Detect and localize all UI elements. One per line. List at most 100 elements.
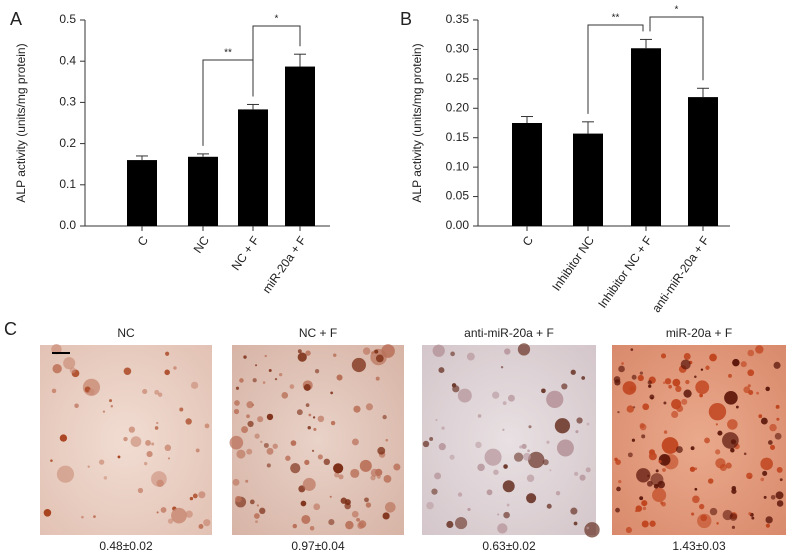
cell (765, 386, 770, 392)
cell (664, 378, 672, 385)
cell (266, 447, 274, 455)
cell (694, 487, 698, 491)
cell (245, 479, 249, 483)
cell (497, 523, 508, 534)
significance-label: ** (224, 48, 232, 59)
cell (685, 379, 690, 385)
cell (626, 405, 634, 413)
cell (731, 485, 737, 491)
cell (743, 452, 747, 456)
cell (145, 440, 151, 446)
cell (257, 416, 264, 423)
cell (662, 468, 666, 472)
cell (344, 502, 351, 510)
cell (446, 520, 454, 528)
cell (165, 351, 170, 356)
cell (264, 354, 267, 358)
cell (648, 384, 652, 388)
cell (87, 465, 90, 468)
cell (246, 401, 254, 409)
cell (253, 513, 260, 519)
cell (259, 507, 266, 515)
bar (573, 133, 603, 226)
cell (110, 405, 114, 408)
x-tick-label: C (135, 233, 152, 248)
cell (301, 514, 311, 524)
cell (123, 436, 128, 442)
significance-bracket (587, 24, 644, 114)
cell (653, 483, 659, 489)
image-title: NC (117, 326, 135, 340)
y-tick-label: 0.2 (59, 136, 76, 150)
cell (513, 452, 524, 462)
cell (747, 384, 751, 388)
y-tick-label: 0.20 (446, 100, 470, 114)
cell (235, 386, 240, 390)
cell (52, 364, 62, 374)
cell (731, 525, 736, 529)
cell (130, 436, 142, 447)
cell (586, 422, 590, 426)
cell (305, 403, 310, 408)
cell (570, 507, 578, 515)
cell (266, 463, 271, 468)
cell (649, 520, 656, 527)
cell (627, 452, 633, 458)
cell (642, 506, 647, 511)
cell (675, 385, 682, 393)
cell (708, 402, 727, 421)
cell (486, 489, 493, 496)
cell (457, 492, 463, 497)
cell (365, 502, 372, 508)
cell (584, 522, 600, 538)
cell (707, 478, 714, 484)
cell (154, 426, 159, 430)
cell (695, 380, 710, 395)
bar (127, 160, 157, 226)
cell (281, 392, 289, 399)
cell (747, 369, 755, 377)
significance-label: * (675, 5, 679, 16)
cell (451, 383, 457, 388)
cell (432, 344, 445, 357)
cell (263, 442, 269, 448)
cell (756, 391, 760, 395)
x-tick-label: anti-miR-20a + F (649, 234, 712, 316)
y-axis-title: ALP activity (units/mg protein) (14, 43, 28, 202)
y-tick-label: 0.30 (446, 42, 470, 56)
cell (697, 513, 712, 529)
bar (188, 156, 218, 226)
cell (156, 479, 164, 487)
cell (374, 349, 379, 354)
cell (724, 391, 738, 405)
cell (493, 469, 499, 475)
cell (278, 373, 283, 377)
cell (776, 466, 783, 473)
cell (671, 398, 682, 410)
cell (631, 374, 637, 380)
cell (586, 526, 590, 530)
cell (450, 351, 455, 357)
cell (709, 507, 718, 516)
cell (497, 513, 500, 516)
cell (333, 463, 344, 474)
cell (477, 463, 485, 472)
cell (500, 366, 504, 369)
cell (252, 378, 257, 383)
cell (541, 388, 546, 394)
cell (581, 376, 586, 380)
cell (570, 369, 576, 375)
cell (622, 381, 637, 395)
cell (203, 519, 211, 527)
cell (243, 355, 247, 359)
cell (351, 357, 366, 373)
cell (382, 414, 387, 420)
cell (748, 512, 752, 516)
cell (239, 378, 244, 383)
cell (732, 358, 740, 367)
cell (639, 371, 644, 375)
cell (330, 391, 334, 395)
cell (356, 517, 360, 522)
y-tick-label: 0.5 (59, 12, 76, 26)
cell (709, 353, 717, 362)
